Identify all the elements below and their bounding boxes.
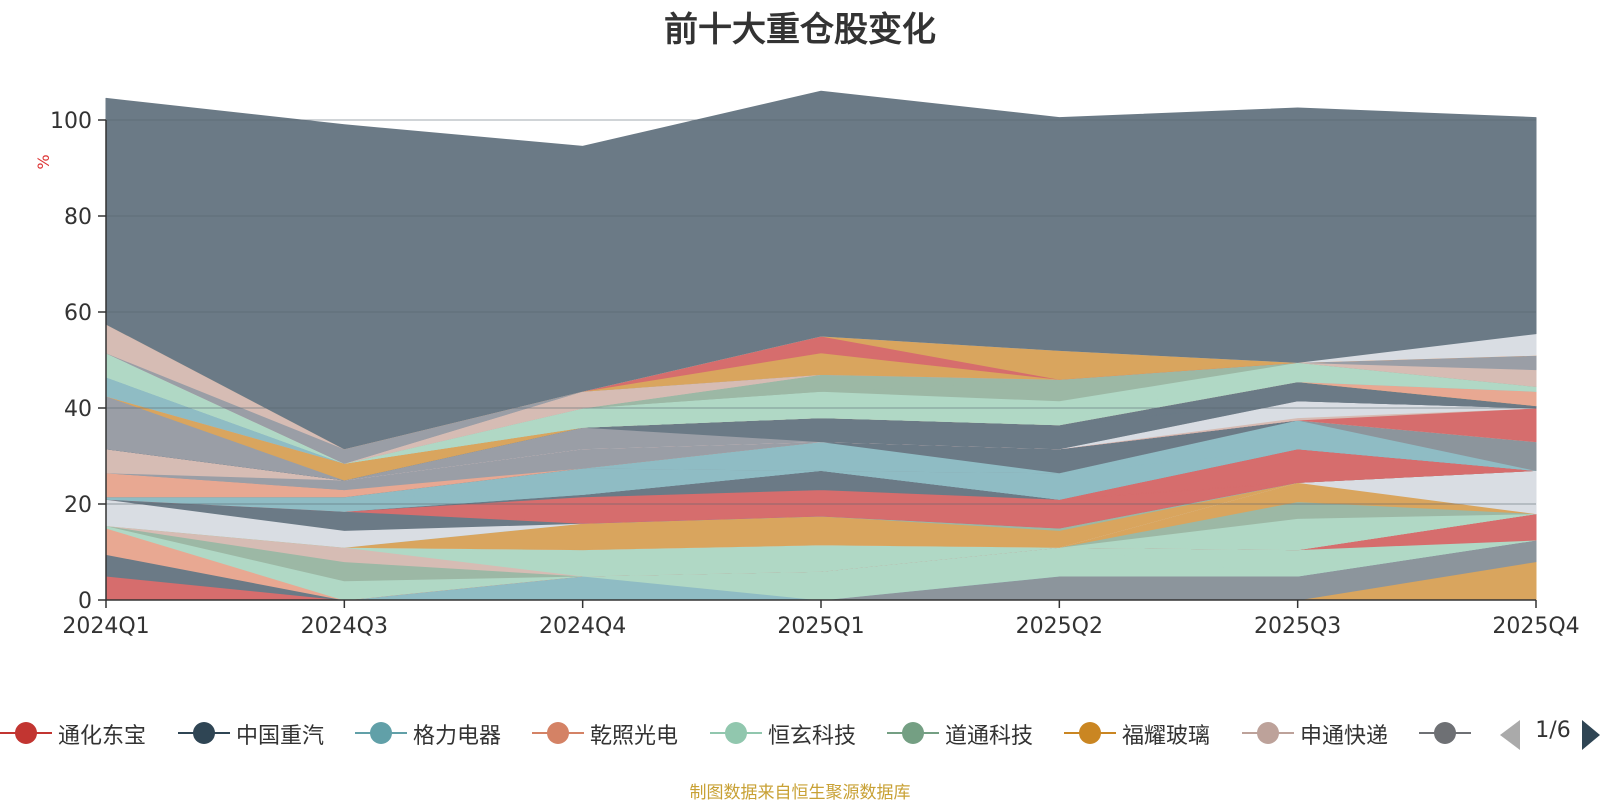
- x-tick-label-2025Q3: 2025Q3: [1254, 614, 1341, 639]
- legend-label: 中国重汽: [236, 724, 325, 749]
- chart-title: 前十大重仓股变化: [664, 10, 936, 50]
- y-axis-label: %: [34, 154, 53, 169]
- y-tick-label-40: 40: [64, 397, 92, 422]
- legend-marker-icon: [1064, 722, 1116, 744]
- source-note: 制图数据来自恒生聚源数据库: [689, 783, 911, 803]
- legend-label: 乾照光电: [590, 724, 679, 749]
- legend: 通化东宝 中国重汽 格力电器 乾照光电 恒玄科技 道通科技 福耀玻璃 申通快递 1/6: [0, 712, 1600, 756]
- legend-label: 通化东宝: [58, 724, 147, 749]
- legend-marker-icon: [887, 722, 939, 744]
- legend-label: 格力电器: [413, 724, 502, 749]
- x-tick-label-2024Q1: 2024Q1: [62, 614, 149, 639]
- legend-label: 申通快递: [1300, 724, 1389, 749]
- legend-marker-icon: [355, 722, 407, 744]
- legend-label: 道通科技: [945, 724, 1034, 749]
- legend-label: 恒玄科技: [768, 724, 857, 749]
- legend-marker-icon: [532, 722, 584, 744]
- legend-next-page-icon[interactable]: [1582, 720, 1600, 750]
- legend-marker-icon: [1242, 722, 1294, 744]
- area-series-60: [105, 90, 1537, 450]
- legend-marker-icon: [1419, 722, 1471, 744]
- y-tick-label-60: 60: [64, 301, 92, 326]
- stacked-area-chart: 0 20 40 60 80 100 2024Q1 2024Q3 2024Q4 2025Q1 2025…: [34, 90, 1580, 639]
- legend-marker-icon: [178, 722, 230, 744]
- legend-page-indicator: 1/6: [1535, 718, 1571, 743]
- x-tick-label-2025Q1: 2025Q1: [777, 614, 864, 639]
- x-tick-label-2025Q4: 2025Q4: [1492, 614, 1579, 639]
- x-tick-label-2024Q4: 2024Q4: [539, 614, 626, 639]
- legend-marker-icon: [710, 722, 762, 744]
- y-tick-label-100: 100: [50, 109, 92, 134]
- x-tick-label-2024Q3: 2024Q3: [301, 614, 388, 639]
- legend-marker-icon: [0, 722, 52, 744]
- y-tick-label-0: 0: [78, 589, 92, 614]
- legend-prev-page-icon[interactable]: [1500, 720, 1520, 750]
- y-tick-label-20: 20: [64, 493, 92, 518]
- y-tick-label-80: 80: [64, 205, 92, 230]
- legend-items: 通化东宝 中国重汽 格力电器 乾照光电 恒玄科技 道通科技 福耀玻璃 申通快递: [0, 712, 1487, 756]
- legend-label: 福耀玻璃: [1122, 724, 1211, 749]
- x-tick-label-2025Q2: 2025Q2: [1016, 614, 1103, 639]
